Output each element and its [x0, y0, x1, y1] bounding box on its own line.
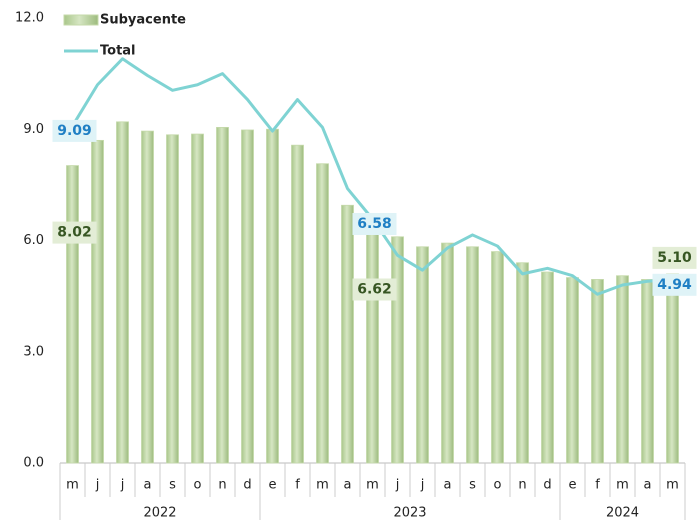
x-tick-label: j: [395, 478, 400, 493]
bar: [116, 121, 129, 464]
x-tick-label: j: [120, 478, 125, 493]
x-tick-label: s: [469, 478, 476, 493]
bar: [141, 130, 154, 464]
data-label-bg: [652, 246, 697, 269]
bar: [466, 246, 479, 464]
data-label: 9.09: [57, 123, 92, 139]
y-tick-label: 6.0: [23, 233, 44, 248]
data-label: 8.02: [57, 225, 92, 241]
x-tick-label: m: [316, 478, 329, 493]
x-tick-label: m: [616, 478, 629, 493]
y-tick-label: 3.0: [23, 344, 44, 359]
data-label-bg: [352, 278, 397, 301]
bar: [516, 262, 529, 464]
x-tick-label: e: [269, 478, 277, 493]
x-tick-label: m: [366, 478, 379, 493]
x-tick-label: a: [344, 478, 352, 493]
x-tick-label: m: [66, 478, 79, 493]
data-label: 4.94: [657, 277, 692, 293]
group-label: 2023: [393, 506, 426, 520]
x-tick-label: j: [95, 478, 100, 493]
data-label: 6.62: [357, 282, 392, 298]
x-tick-label: f: [595, 478, 600, 493]
bar: [266, 128, 279, 464]
bar: [241, 129, 254, 464]
x-tick-label: j: [420, 478, 425, 493]
bar: [216, 126, 229, 464]
bar: [541, 271, 554, 464]
x-tick-label: n: [518, 478, 526, 493]
data-label-bg: [52, 119, 97, 142]
legend-label: Subyacente: [100, 13, 186, 28]
bar: [566, 277, 579, 464]
bar: [66, 165, 79, 464]
legend-swatch: [63, 14, 99, 26]
x-tick-label: a: [444, 478, 452, 493]
bar: [491, 251, 504, 464]
x-tick-label: o: [194, 478, 202, 493]
bar: [441, 242, 454, 464]
bar: [391, 236, 404, 464]
data-label-bg: [652, 273, 697, 296]
x-tick-label: s: [169, 478, 176, 493]
bar: [316, 163, 329, 464]
legend-label: Total: [100, 44, 136, 59]
bar: [291, 144, 304, 464]
data-label: 5.10: [657, 250, 692, 266]
bar: [166, 134, 179, 464]
x-tick-label: a: [144, 478, 152, 493]
bar: [591, 279, 604, 464]
bar: [366, 217, 379, 464]
bar: [616, 275, 629, 464]
x-tick-label: a: [644, 478, 652, 493]
bar: [191, 133, 204, 464]
y-tick-label: 0.0: [23, 456, 44, 471]
x-tick-label: d: [243, 478, 251, 493]
x-tick-label: e: [569, 478, 577, 493]
x-tick-label: n: [218, 478, 226, 493]
data-label-bg: [352, 212, 397, 235]
bar: [416, 246, 429, 464]
bar: [91, 139, 104, 464]
y-tick-label: 12.0: [15, 11, 44, 26]
group-label: 2022: [143, 506, 176, 520]
x-tick-label: m: [666, 478, 679, 493]
data-label: 6.58: [357, 216, 392, 232]
bar: [341, 204, 354, 464]
bar: [666, 273, 679, 464]
x-tick-label: o: [494, 478, 502, 493]
x-tick-label: f: [295, 478, 300, 493]
y-tick-label: 9.0: [23, 122, 44, 137]
x-tick-label: d: [543, 478, 551, 493]
bar: [641, 279, 654, 464]
group-label: 2024: [606, 506, 639, 520]
data-label-bg: [52, 221, 97, 244]
